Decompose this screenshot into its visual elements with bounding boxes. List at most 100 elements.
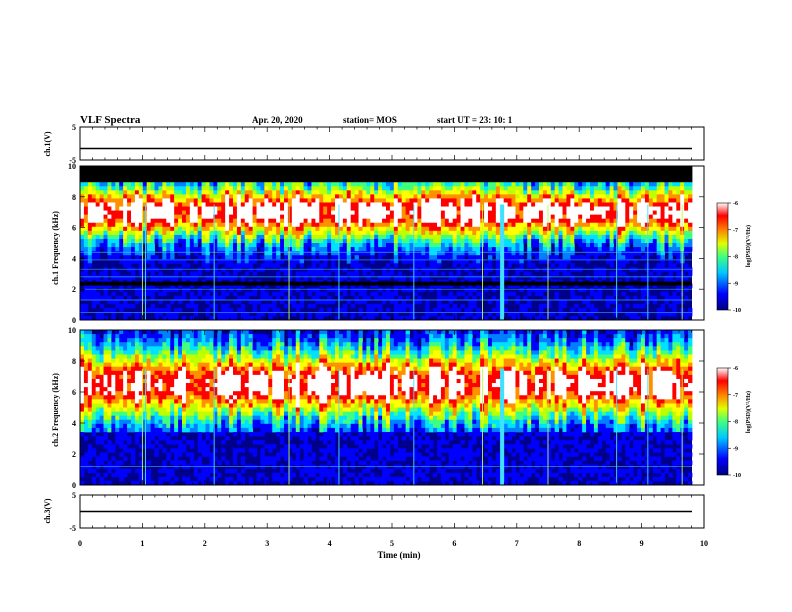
ch1-spectrogram-cell — [566, 259, 571, 264]
ch1-spectrogram-cell — [676, 243, 681, 248]
ch1-spectrogram-cell — [150, 174, 155, 179]
ch1-spectrogram-cell — [413, 263, 418, 268]
ch1-spectrogram-cell — [582, 170, 587, 175]
ch1-spectrogram-cell — [550, 186, 556, 191]
ch1-spectrogram-cell — [83, 194, 89, 199]
ch1-spectrogram-cell — [464, 206, 469, 211]
ch1-spectrogram-cell — [362, 178, 367, 183]
ch1-spectrogram-cell — [472, 255, 477, 260]
ch1-spectrogram-cell — [166, 238, 171, 244]
ch1-spectrogram-cell — [244, 259, 250, 264]
ch1-spectrogram-cell — [476, 186, 481, 191]
ch1-spectrogram-cell — [134, 243, 140, 248]
ch1-spectrogram-cell — [127, 303, 132, 309]
ch1-spectrogram-cell — [405, 182, 410, 187]
ch1-spectrogram-cell — [386, 190, 391, 195]
ch1-spectrogram-cell — [374, 178, 379, 183]
ch1-spectrogram-cell — [660, 198, 665, 203]
ch1-spectrogram-cell — [193, 251, 199, 256]
ch1-spectrogram-cell — [641, 234, 646, 240]
ch1-spectrogram-cell — [115, 194, 120, 199]
ch1-spectrogram-cell — [386, 198, 391, 203]
ch1-spectrogram-cell — [374, 206, 379, 211]
ch1-spectrogram-cell — [350, 311, 356, 317]
ch1-spectrogram-cell — [433, 259, 438, 264]
ch1-spectrogram-cell — [303, 238, 308, 244]
ch1-spectrogram-cell — [323, 234, 328, 240]
ch1-spectrogram-cell — [590, 287, 595, 293]
ch1-spectrogram-cell — [338, 255, 344, 260]
ch1-spectrogram-cell — [150, 303, 155, 309]
ch1-spectrogram-cell — [511, 186, 516, 191]
ch1-spectrogram-cell — [342, 238, 348, 244]
ch1-spectrogram-cell — [625, 214, 630, 220]
ch1-spectrogram-cell — [83, 182, 89, 187]
ch1-spectrogram-cell — [170, 230, 175, 236]
ch1-spectrogram-cell — [429, 255, 434, 260]
ch1-spectrogram-cell — [174, 311, 179, 317]
ch1-spectrogram-cell — [111, 291, 116, 297]
ch1-spectrogram-cell — [652, 243, 658, 248]
ch1-spectrogram-cell — [307, 178, 312, 183]
ch1-spectrogram-cell — [617, 178, 622, 183]
ch1-spectrogram-cell — [476, 218, 481, 224]
ch1-spectrogram-cell — [429, 247, 434, 252]
ch1-spectrogram-cell — [554, 178, 560, 183]
ch1-spectrogram-cell — [244, 182, 250, 187]
ch1-spectrogram-cell — [346, 238, 352, 244]
ch1-spectrogram-cell — [280, 206, 285, 211]
ch1-spectrogram-cell — [260, 186, 265, 191]
ch1-spectrogram-cell — [331, 247, 336, 252]
ch1-spectrogram-cell — [488, 198, 493, 203]
ch1-spectrogram-cell — [488, 234, 493, 240]
ch1-spectrogram-cell — [162, 307, 167, 313]
ch1-spectrogram-cell — [523, 271, 528, 276]
ch1-spectrogram-cell — [276, 275, 281, 280]
ch1-spectrogram-cell — [299, 202, 305, 207]
ch1-spectrogram-cell — [178, 247, 183, 252]
ch1-spectrogram-cell — [668, 263, 673, 268]
ch1-spectrogram-cell — [433, 182, 438, 187]
ch1-spectrogram-cell — [554, 186, 560, 191]
ch1-spectrogram-cell — [209, 174, 214, 179]
ch1-spectrogram-cell — [162, 170, 167, 175]
ch1-spectrogram-cell — [464, 210, 469, 216]
ch1-spectrogram-cell — [613, 311, 618, 317]
ch1-spectrogram-cell — [268, 230, 273, 236]
ch1-spectrogram-cell — [531, 283, 536, 288]
ch1-spectrogram-cell — [578, 174, 583, 179]
ch1-spectrogram-cell — [111, 238, 116, 244]
ch1-spectrogram-cell — [107, 255, 112, 260]
ch1-spectrogram-cell — [284, 174, 289, 179]
ch1-spectrogram-cell — [170, 226, 175, 232]
ch1-spectrogram-cell — [272, 186, 277, 191]
ch1-spectrogram-cell — [272, 299, 277, 305]
ch1-spectrogram-cell — [366, 275, 371, 280]
ch1-spectrogram-cell — [625, 259, 630, 264]
ch1-spectrogram-cell — [456, 190, 461, 195]
ch1-spectrogram-cell — [189, 182, 195, 187]
ch1-spectrogram-cell — [546, 299, 552, 305]
ch1-spectrogram-cell — [209, 170, 214, 175]
ch1-spectrogram-cell — [91, 295, 97, 301]
ch1-spectrogram-cell — [542, 210, 548, 216]
ch1-spectrogram-cell — [515, 238, 520, 244]
ch1-spectrogram-cell — [684, 194, 689, 199]
ch1-spectrogram-cell — [535, 243, 540, 248]
ch1-spectrogram-cell — [468, 251, 473, 256]
ch1-spectrogram-cell — [566, 170, 571, 175]
ch1-spectrogram-cell — [633, 178, 638, 183]
ch1-spectrogram-cell — [182, 243, 187, 248]
ch1-spectrogram-cell — [495, 170, 501, 175]
ch1-spectrogram-cell — [578, 218, 583, 224]
ch1-spectrogram-cell — [652, 206, 658, 211]
ch1-spectrogram-cell — [535, 166, 540, 171]
ch1-spectrogram-cell — [354, 238, 359, 244]
ch1-spectrogram-cell — [574, 194, 579, 199]
ch1-spectrogram-cell — [240, 311, 246, 317]
ch1-spectrogram-cell — [185, 198, 191, 203]
ch1-spectrogram-cell — [597, 230, 603, 236]
ch1-spectrogram-cell — [335, 230, 340, 236]
ch1-spectrogram-cell — [170, 182, 175, 187]
ch1-spectrogram-cell — [315, 259, 320, 264]
